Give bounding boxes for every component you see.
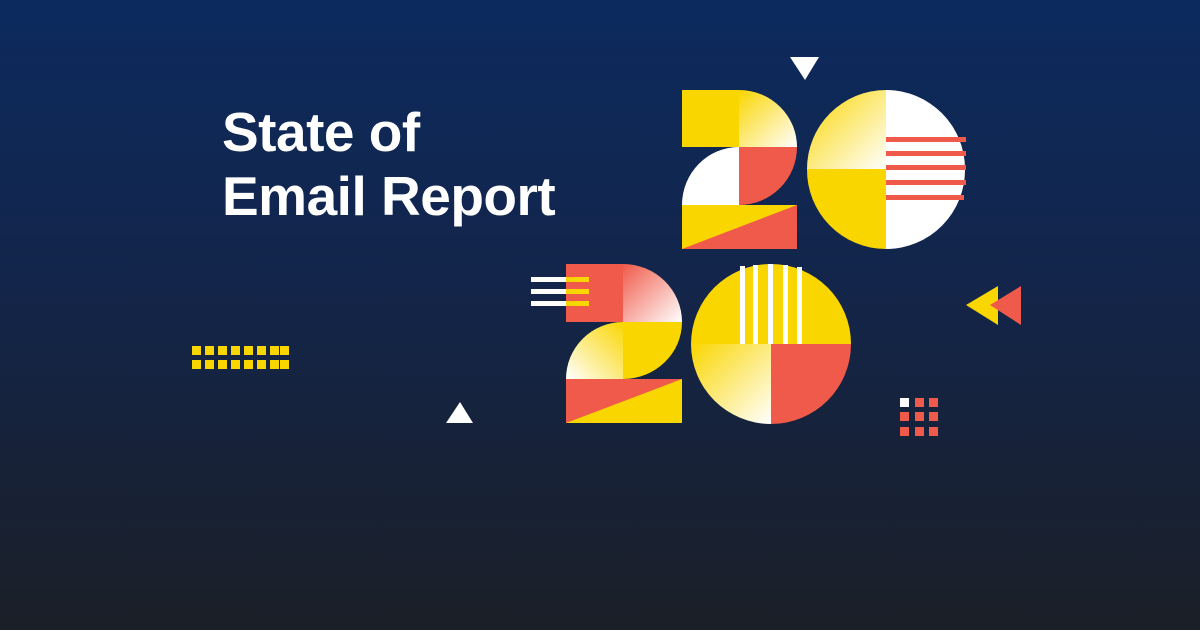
- digit-2-top: [682, 90, 797, 249]
- yellow-dot-grid: [192, 346, 289, 369]
- arrow-left-yellow-icon: [966, 286, 998, 325]
- digit-0-top: [806, 90, 966, 249]
- page-title: State of Email Report: [222, 100, 556, 228]
- title-line-1: State of: [222, 101, 420, 163]
- arrow-left-red-icon: [990, 286, 1021, 325]
- title-line-2: Email Report: [222, 165, 556, 227]
- digit-0-bottom: [691, 264, 851, 424]
- red-dot-grid: [900, 398, 938, 436]
- triangle-up-icon: [446, 402, 473, 423]
- digit-2-bottom: [566, 264, 682, 423]
- triangle-down-icon: [790, 57, 819, 80]
